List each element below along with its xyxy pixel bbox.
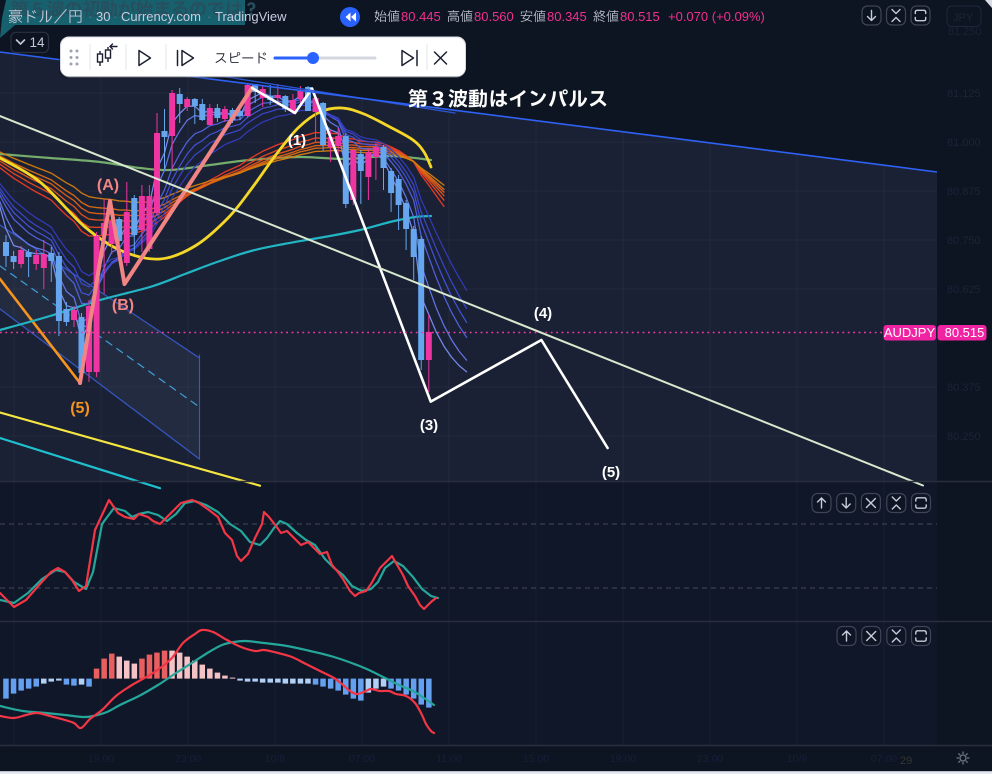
svg-text:15:00: 15:00 — [523, 753, 549, 765]
svg-text:10/9: 10/9 — [787, 753, 808, 765]
svg-text:80.750: 80.750 — [947, 235, 981, 247]
svg-text:(3): (3) — [420, 417, 438, 434]
svg-text:80.250: 80.250 — [947, 431, 981, 443]
svg-text:07:00: 07:00 — [349, 753, 375, 765]
svg-text:80.875: 80.875 — [947, 186, 981, 198]
svg-text:10/8: 10/8 — [265, 753, 286, 765]
svg-text:29: 29 — [900, 755, 912, 767]
svg-text:JPY: JPY — [953, 12, 974, 24]
svg-text:07:00: 07:00 — [871, 753, 897, 765]
svg-text:80.375: 80.375 — [947, 382, 981, 394]
svg-text:80.515: 80.515 — [945, 325, 985, 340]
svg-text:81.250: 81.250 — [948, 26, 982, 38]
svg-text:80.625: 80.625 — [947, 284, 981, 296]
svg-text:(5): (5) — [70, 400, 90, 417]
svg-text:(1): (1) — [288, 132, 306, 149]
svg-text:11:00: 11:00 — [436, 753, 462, 765]
svg-text:14: 14 — [30, 35, 46, 50]
svg-text:80.445: 80.445 — [401, 9, 441, 24]
svg-text:23:00: 23:00 — [697, 753, 723, 765]
svg-text:AUDJPY: AUDJPY — [884, 325, 936, 340]
svg-text:(5): (5) — [602, 464, 620, 481]
svg-text:23:00: 23:00 — [175, 753, 201, 765]
svg-text:19:00: 19:00 — [88, 753, 114, 765]
svg-text:81.000: 81.000 — [947, 137, 981, 149]
svg-text:19:00: 19:00 — [610, 753, 636, 765]
svg-text:+0.070 (+0.09%): +0.070 (+0.09%) — [668, 9, 765, 24]
svg-text:80.345: 80.345 — [547, 9, 587, 24]
svg-text:(B): (B) — [112, 297, 134, 314]
svg-text:·30·Currency.com·TradingView: · 30 · Currency.com · TradingView — [88, 9, 287, 24]
svg-text:(4): (4) — [534, 305, 552, 322]
svg-text:80.515: 80.515 — [620, 9, 660, 24]
svg-text:80.560: 80.560 — [474, 9, 514, 24]
svg-text:81.125: 81.125 — [947, 88, 981, 100]
svg-text:(A): (A) — [97, 177, 119, 194]
